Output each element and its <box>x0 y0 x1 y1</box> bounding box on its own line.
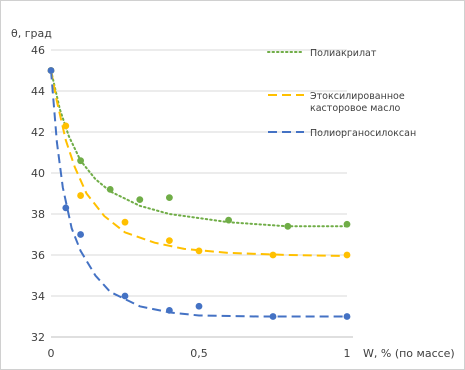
x-tick-label: 1 <box>344 347 351 360</box>
data-point-series-2-3 <box>121 292 129 300</box>
legend-item-2: Полиорганосилоксан <box>268 128 416 139</box>
gridlines <box>51 49 347 338</box>
data-point-series-2-2 <box>77 231 84 238</box>
y-tick-label: 34 <box>31 290 45 303</box>
data-point-series-0-3 <box>136 196 144 204</box>
data-point-series-0-6 <box>284 222 292 230</box>
y-tick-label: 38 <box>31 208 45 221</box>
data-point-series-0-1 <box>77 157 84 165</box>
y-tick-label: 42 <box>31 126 45 139</box>
data-point-series-2-1 <box>62 204 70 212</box>
data-point-series-1-3 <box>121 218 129 226</box>
legend-item-0: Полиакрилат <box>267 48 377 59</box>
data-point-series-2-4 <box>166 306 173 314</box>
y-axis-title: θ, град <box>11 27 52 40</box>
data-point-series-2-5 <box>195 302 203 310</box>
y-tick-label: 36 <box>31 249 45 262</box>
y-tick-label: 44 <box>31 85 45 98</box>
legend-label-1: Этоксилированное касторовое масло <box>310 91 405 114</box>
x-axis-title: W, % (по массе) <box>363 347 455 360</box>
trendline-series-0 <box>50 69 348 228</box>
trendline-series-1 <box>50 70 348 257</box>
y-tick-label: 46 <box>31 44 45 57</box>
legend-label-2: Полиорганосилоксан <box>310 128 416 139</box>
legend-item-1: Этоксилированное касторовое масло <box>268 91 405 114</box>
data-point-series-0-2 <box>106 186 114 193</box>
data-point-series-1-6 <box>269 251 277 259</box>
x-tick-label: 0,5 <box>190 347 208 360</box>
data-point-series-1-2 <box>77 192 84 199</box>
y-tick-label: 40 <box>31 167 45 180</box>
trendlines <box>50 69 348 318</box>
trendline-series-2 <box>50 70 347 318</box>
y-tick-label: 32 <box>31 331 45 344</box>
data-point-series-1-1 <box>62 122 70 130</box>
data-point-series-2-6 <box>269 313 277 320</box>
axes: 32 34 36 38 40 42 44 46 0 0,5 1 <box>31 44 353 360</box>
data-point-series-2-0 <box>47 67 55 74</box>
legend-label-0: Полиакрилат <box>310 48 377 59</box>
x-tick-label: 0 <box>48 347 55 360</box>
data-point-series-0-7 <box>343 220 351 228</box>
data-point-series-2-7 <box>343 313 351 320</box>
data-point-series-1-4 <box>166 237 173 245</box>
legend: Полиакрилат Этоксилированное касторовое ма… <box>267 48 416 139</box>
data-point-series-0-5 <box>225 216 233 224</box>
data-point-series-0-4 <box>166 194 173 202</box>
data-point-series-1-5 <box>195 247 203 255</box>
data-point-series-1-7 <box>343 251 351 259</box>
data-points <box>47 67 351 320</box>
